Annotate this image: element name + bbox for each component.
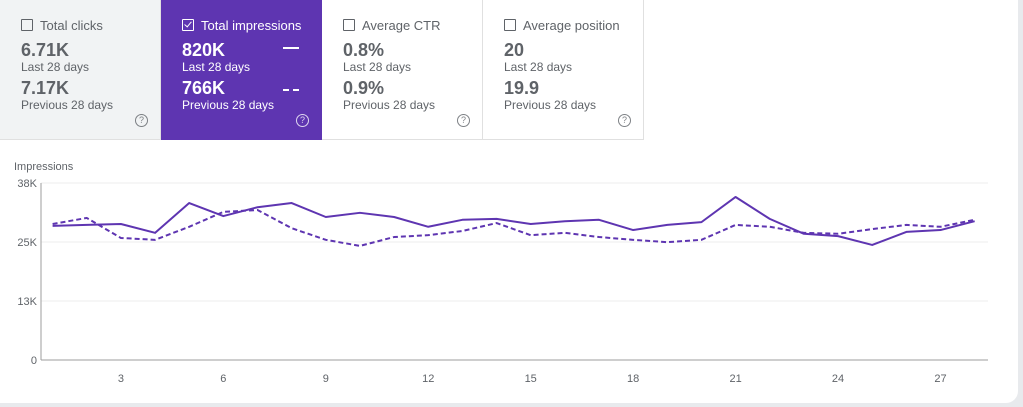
previous-label: Previous 28 days: [504, 98, 597, 112]
tile-total-impressions[interactable]: Total impressions 820K Last 28 days 766K…: [161, 0, 322, 140]
y-tick-label: 38K: [17, 178, 37, 190]
current-label: Last 28 days: [343, 60, 412, 74]
help-icon[interactable]: ?: [618, 114, 631, 127]
tile-average-ctr[interactable]: Average CTR 0.8% Last 28 days 0.9% Previ…: [322, 0, 483, 140]
current-label: Last 28 days: [182, 60, 251, 74]
x-tick-label: 6: [220, 373, 226, 385]
x-tick-label: 18: [627, 373, 639, 385]
y-tick-label: 13K: [17, 296, 37, 308]
help-icon[interactable]: ?: [457, 114, 470, 127]
metric-label: Average position: [523, 17, 620, 33]
solid-series-line: [52, 195, 975, 246]
current-label: Last 28 days: [504, 60, 573, 74]
checkbox[interactable]: [504, 19, 516, 31]
help-icon[interactable]: ?: [296, 114, 309, 127]
dashed-line-legend-icon: [283, 89, 299, 91]
x-tick-label: 24: [832, 373, 844, 385]
current-value: 20: [504, 40, 525, 60]
metric-label: Average CTR: [362, 17, 441, 33]
checkbox[interactable]: [21, 19, 33, 31]
x-tick-label: 27: [934, 373, 946, 385]
metric-label: Total impressions: [201, 17, 302, 33]
previous-label: Previous 28 days: [182, 98, 275, 112]
previous-value: 19.9: [504, 78, 540, 98]
previous-value: 766K: [182, 78, 226, 98]
current-value: 6.71K: [21, 40, 70, 60]
x-tick-label: 21: [729, 373, 741, 385]
metric-tiles: Total clicks 6.71K Last 28 days 7.17K Pr…: [0, 0, 1018, 140]
x-tick-label: 9: [323, 373, 329, 385]
checkbox[interactable]: [343, 19, 355, 31]
solid-line-legend-icon: [283, 47, 299, 49]
x-tick-label: 3: [118, 373, 124, 385]
y-tick-label: 0: [31, 355, 37, 367]
current-value: 820K: [182, 40, 226, 60]
tile-total-clicks[interactable]: Total clicks 6.71K Last 28 days 7.17K Pr…: [0, 0, 161, 140]
help-icon[interactable]: ?: [135, 114, 148, 127]
previous-value: 7.17K: [21, 78, 70, 98]
current-label: Last 28 days: [21, 60, 90, 74]
y-axis-title: Impressions: [14, 161, 74, 173]
x-tick-label: 12: [422, 373, 434, 385]
y-tick-label: 25K: [17, 237, 37, 249]
tile-average-position[interactable]: Average position 20 Last 28 days 19.9 Pr…: [483, 0, 644, 140]
metric-label: Total clicks: [40, 17, 103, 33]
previous-label: Previous 28 days: [21, 98, 114, 112]
x-tick-label: 15: [525, 373, 537, 385]
dashed-series-line: [52, 209, 975, 247]
previous-value: 0.9%: [343, 78, 385, 98]
previous-label: Previous 28 days: [343, 98, 436, 112]
current-value: 0.8%: [343, 40, 385, 60]
checkbox-checked[interactable]: [182, 19, 194, 31]
